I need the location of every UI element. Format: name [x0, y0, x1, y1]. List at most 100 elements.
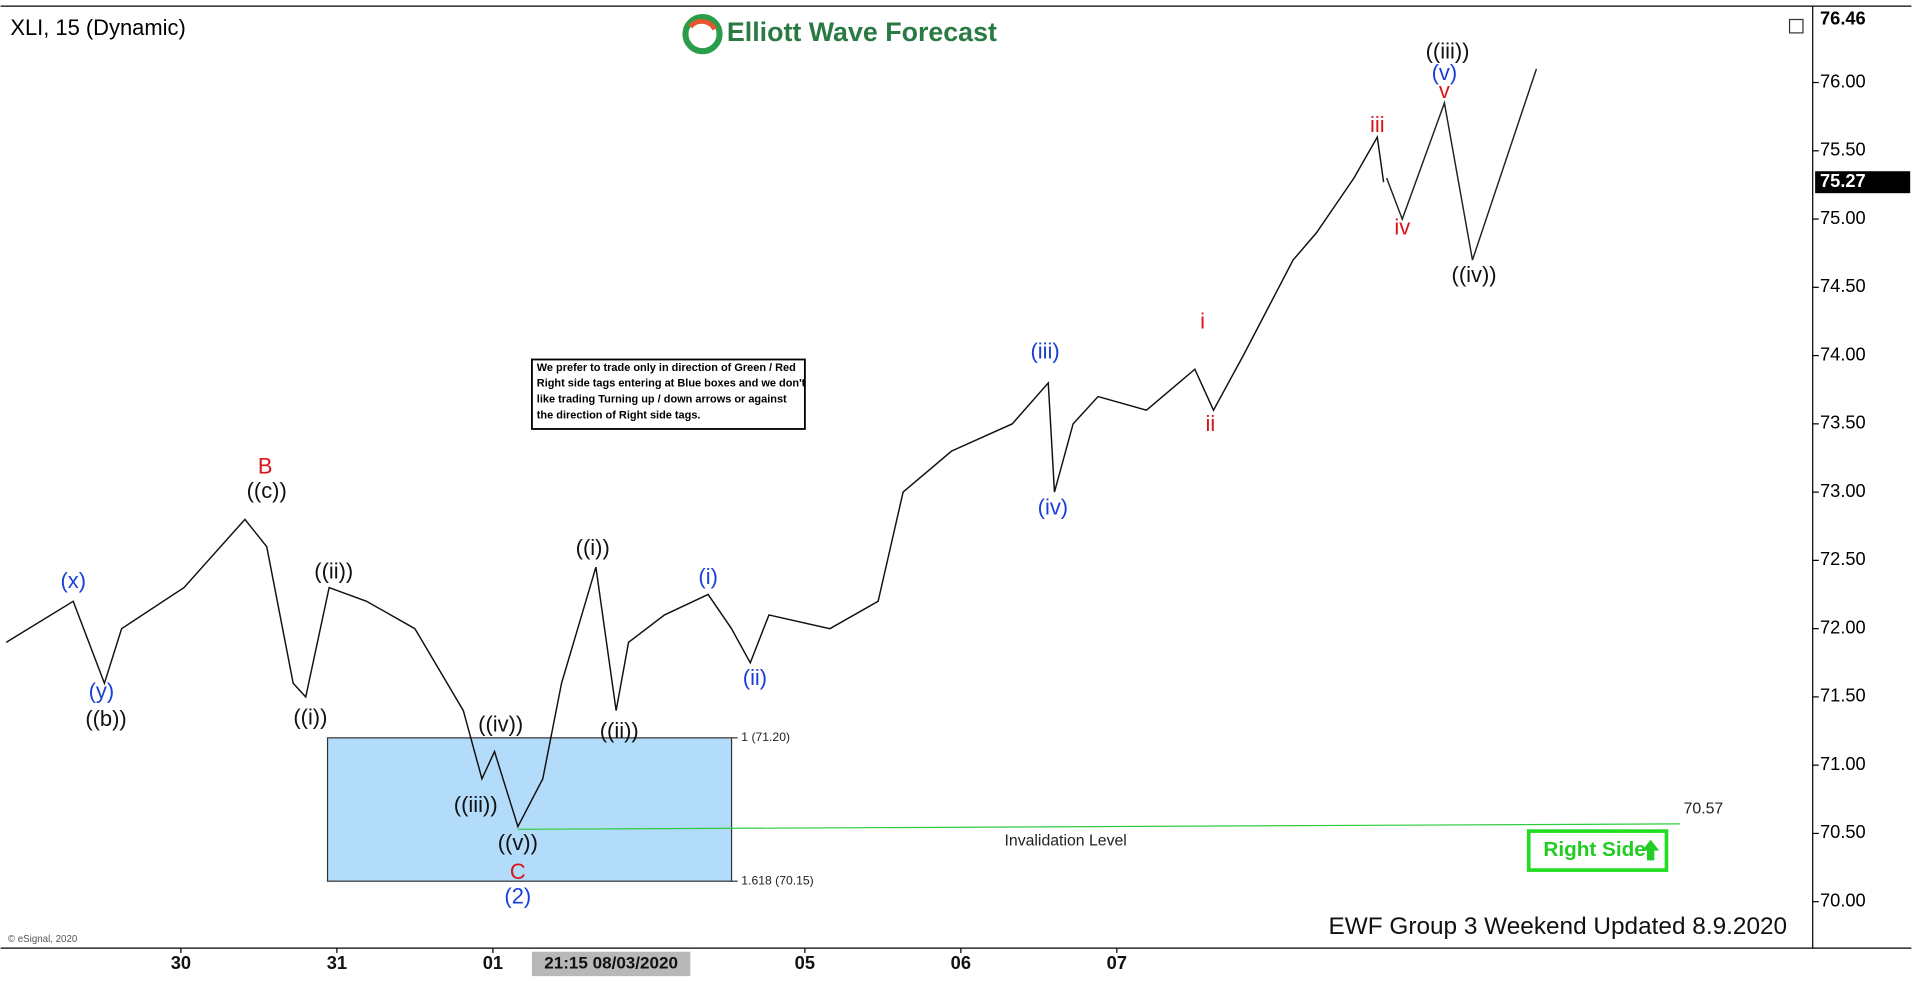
wave-label: i [1200, 309, 1205, 334]
wave-label: (iii) [1030, 339, 1059, 364]
window-icon[interactable] [1788, 18, 1804, 34]
x-tick-label: 31 [327, 952, 347, 973]
box-level-label: 1 (71.20) [741, 730, 790, 744]
wave-label: (iv) [1038, 494, 1068, 519]
wave-label: (y) [89, 679, 115, 704]
logo-swoosh [688, 18, 717, 31]
wave-label-text: ((iii)) [454, 792, 498, 817]
wave-label: ((iii)) [1426, 38, 1470, 63]
wave-label: ((iii)) [454, 792, 498, 817]
wave-label-text: ((i)) [293, 705, 327, 730]
axis-marker-label: 76.46 [1820, 8, 1866, 29]
x-tick-label: 07 [1107, 952, 1127, 973]
wave-label-text: (iii) [1030, 339, 1059, 364]
target-box [326, 737, 733, 882]
note-line: We prefer to trade only in direction of … [537, 362, 796, 374]
footer: EWF Group 3 Weekend Updated 8.9.2020 [1328, 913, 1787, 940]
wave-label: C [510, 859, 526, 884]
x-tick-label: 05 [795, 952, 815, 973]
y-tick-label: 71.00 [1820, 753, 1866, 774]
y-tick-label: 74.50 [1820, 275, 1866, 296]
wave-label-text: i [1200, 309, 1205, 334]
wave-label-text: ((b)) [85, 706, 126, 731]
wave-label: ((i)) [576, 535, 610, 560]
copyright: © eSignal, 2020 [8, 934, 78, 945]
y-tick-label: 70.00 [1820, 890, 1866, 911]
wave-label-text: ((iv)) [478, 711, 523, 736]
cursor-date-box [531, 951, 691, 977]
wave-label: ((iv)) [478, 711, 523, 736]
wave-label: (v) [1432, 60, 1458, 85]
wave-label-text: B [258, 453, 273, 478]
y-tick-label: 70.50 [1820, 821, 1866, 842]
wave-label-text: (ii) [743, 665, 767, 690]
right-side-arrow [1642, 839, 1660, 861]
wave-label: ii [1206, 411, 1216, 436]
wave-label: ((ii)) [314, 558, 353, 583]
y-tick-label: 75.50 [1820, 139, 1866, 160]
wave-label-text: ((iii)) [1426, 38, 1470, 63]
wave-label-text: ii [1206, 411, 1216, 436]
invalidation-line [517, 823, 1680, 830]
x-tick-label: 30 [171, 952, 191, 973]
cursor-date: 21:15 08/03/2020 [544, 953, 678, 972]
wave-label: B [258, 453, 273, 478]
wave-label: v [1439, 78, 1450, 103]
note-box [531, 358, 806, 430]
y-tick-label: 73.50 [1820, 412, 1866, 433]
wave-label-text: iii [1370, 112, 1385, 137]
axis-marker-box [1815, 171, 1911, 194]
wave-label: ((i)) [293, 705, 327, 730]
right-side-label: Right Side [1543, 838, 1645, 861]
wave-label-text: (iv) [1038, 494, 1068, 519]
wave-label: ((iv)) [1452, 262, 1497, 287]
y-tick-label: 72.00 [1820, 616, 1866, 637]
wave-label-text: C [510, 859, 526, 884]
note-line: the direction of Right side tags. [537, 409, 701, 421]
wave-label-text: ((v)) [498, 830, 538, 855]
wave-label-text: (i) [698, 564, 717, 589]
x-tick-label: 06 [951, 952, 971, 973]
wave-label: iii [1370, 112, 1385, 137]
wave-label: ((c)) [247, 478, 287, 503]
brand: Elliott Wave Forecast [727, 17, 997, 47]
chart-title: XLI, 15 (Dynamic) [10, 15, 185, 40]
wave-label-text: ((ii)) [314, 558, 353, 583]
wave-label: (i) [698, 564, 717, 589]
logo: Elliott Wave Forecast [682, 14, 997, 55]
wave-label-text: (2) [504, 883, 531, 908]
wave-label-text: ((c)) [247, 478, 287, 503]
invalidation-value: 70.57 [1684, 800, 1724, 817]
axis-marker-box [1815, 8, 1911, 31]
wave-label-text: (y) [89, 679, 115, 704]
wave-label-text: (x) [61, 568, 87, 593]
wave-label-text: (v) [1432, 60, 1458, 85]
wave-label: (2) [504, 883, 531, 908]
price-line [1385, 68, 1538, 261]
wave-label-text: ((i)) [576, 535, 610, 560]
wave-label-text: ((ii)) [600, 718, 639, 743]
wave-label: ((v)) [498, 830, 538, 855]
wave-label: (ii) [743, 665, 767, 690]
note-frame [531, 358, 806, 430]
wave-label: ((b)) [85, 706, 126, 731]
y-tick-label: 71.50 [1820, 685, 1866, 706]
y-tick-label: 75.00 [1820, 207, 1866, 228]
y-tick-label: 73.00 [1820, 480, 1866, 501]
y-tick-label: 76.00 [1820, 70, 1866, 91]
price-line [5, 134, 1385, 829]
note-line: like trading Turning up / down arrows or… [537, 394, 787, 406]
x-tick-label: 01 [483, 952, 503, 973]
invalidation-label: Invalidation Level [1005, 833, 1127, 850]
axis-marker-label: 75.27 [1820, 170, 1866, 191]
wave-label-text: v [1439, 78, 1450, 103]
y-tick-label: 74.00 [1820, 343, 1866, 364]
wave-label-text: iv [1394, 214, 1410, 239]
box-level-label: 1.618 (70.15) [741, 873, 813, 887]
logo-icon [682, 14, 723, 55]
wave-label-text: ((iv)) [1452, 262, 1497, 287]
wave-label: ((ii)) [600, 718, 639, 743]
y-tick-label: 72.50 [1820, 548, 1866, 569]
